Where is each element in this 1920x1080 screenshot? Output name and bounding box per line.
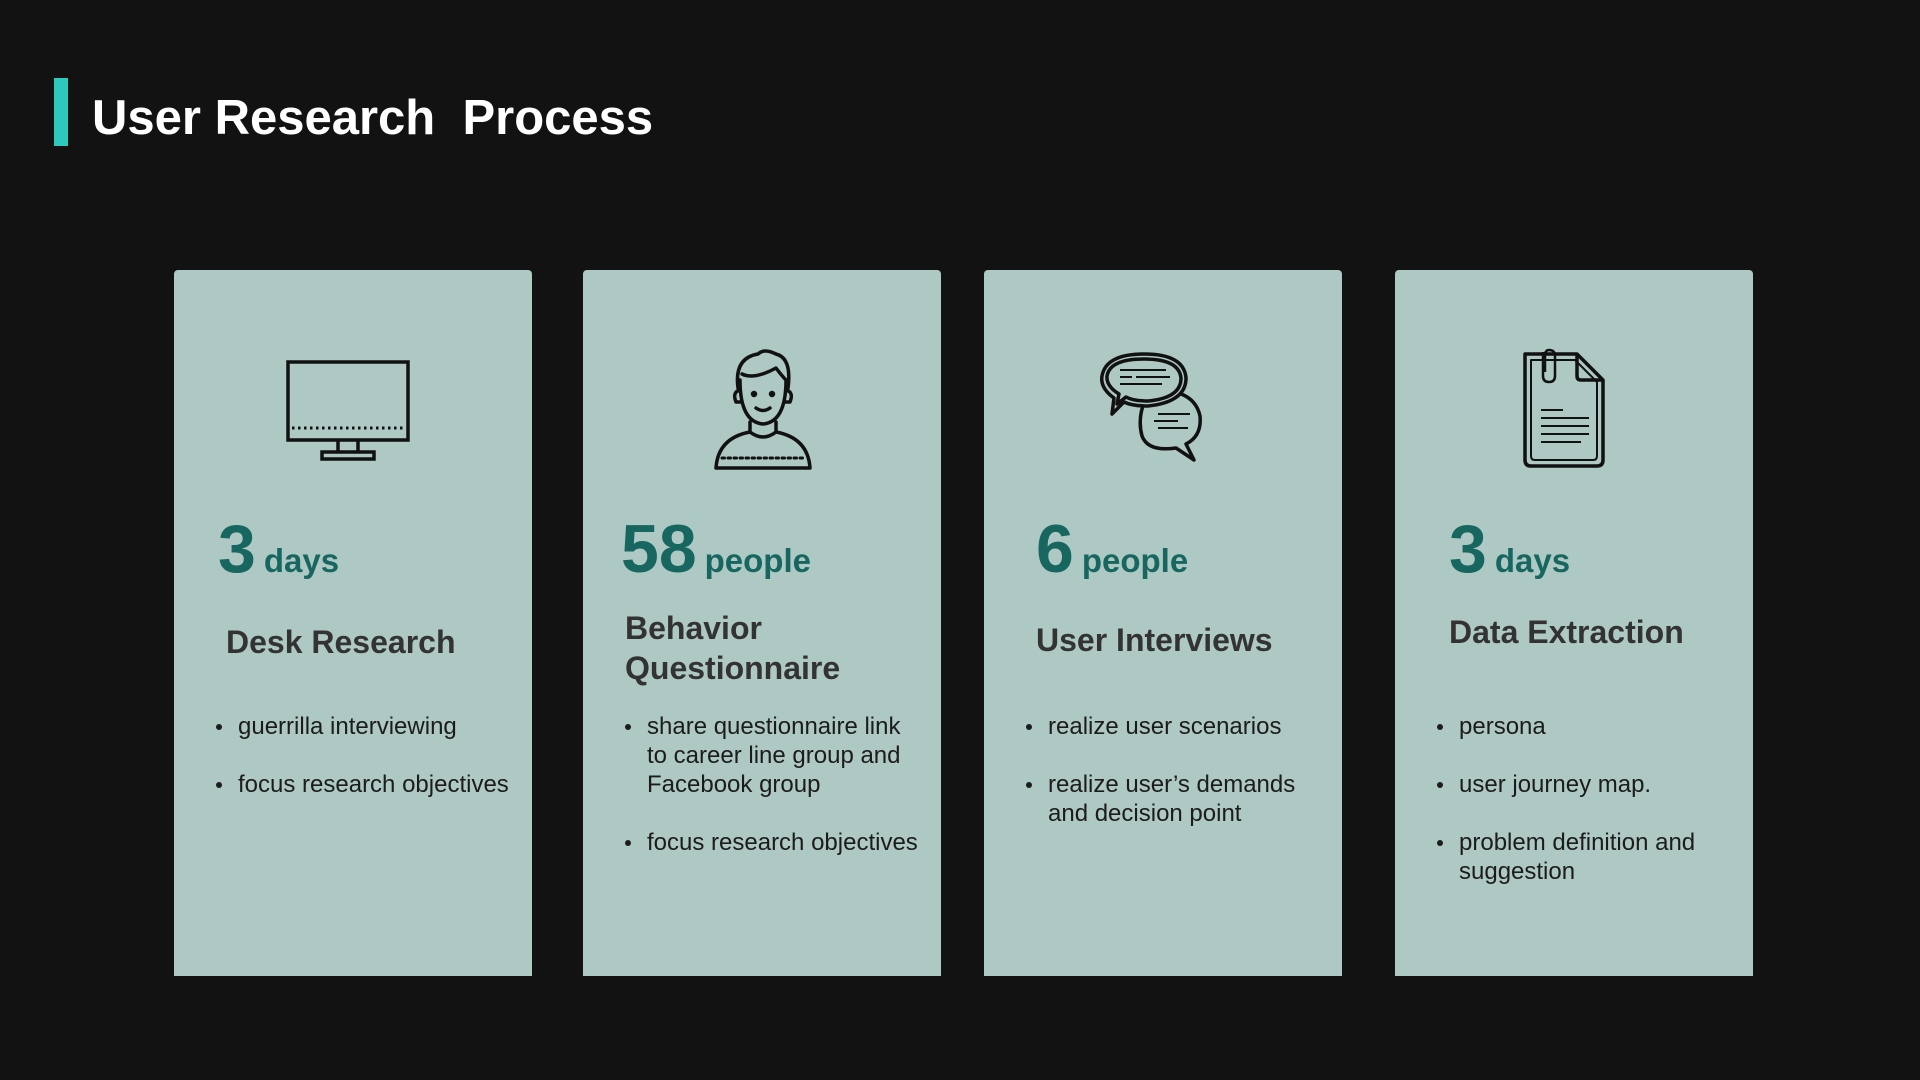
bullet-list: realize user scenarios realize user’s de…	[1026, 712, 1332, 857]
monitor-icon	[278, 340, 418, 470]
person-icon	[692, 340, 832, 470]
card-title: Data Extraction	[1449, 614, 1684, 650]
document-icon	[1491, 340, 1631, 470]
card-title: User Interviews	[1036, 622, 1273, 658]
stat-number: 3	[218, 511, 256, 587]
stat-unit: days	[263, 542, 340, 579]
list-item: persona	[1437, 712, 1743, 741]
card-desk-research: 3 days Desk Research guerrilla interviewi…	[174, 270, 532, 976]
card-user-interviews: 6 people User Interviews realize user sce…	[984, 270, 1342, 976]
list-item: share questionnaire link to career line …	[625, 712, 925, 799]
bullet-list: guerrilla interviewing focus research ob…	[216, 712, 516, 828]
card-title: Desk Research	[226, 624, 456, 660]
list-item: user journey map.	[1437, 770, 1743, 799]
card-title: Behavior Questionnaire	[625, 610, 841, 686]
stat-unit: people	[704, 542, 811, 579]
stat-number: 3	[1449, 511, 1487, 587]
stat-number: 6	[1036, 511, 1074, 587]
list-item: realize user scenarios	[1026, 712, 1332, 741]
stat-number: 58	[621, 511, 697, 587]
page-title: User Research Process	[92, 91, 654, 145]
list-item: focus research objectives	[216, 770, 516, 799]
chat-bubbles-icon	[1092, 340, 1232, 470]
list-item: realize user’s demands and decision poin…	[1026, 770, 1332, 828]
stat: 6 people	[1036, 515, 1188, 583]
card-behavior-questionnaire: 58 people Behavior Questionnaire share qu…	[583, 270, 941, 976]
list-item: guerrilla interviewing	[216, 712, 516, 741]
title-accent-bar	[54, 78, 68, 146]
bullet-list: persona user journey map. problem defini…	[1437, 712, 1743, 915]
stat: 3 days	[218, 515, 339, 583]
card-data-extraction: 3 days Data Extraction persona user journ…	[1395, 270, 1753, 976]
bullet-list: share questionnaire link to career line …	[625, 712, 925, 886]
stat: 58 people	[621, 515, 811, 583]
list-item: focus research objectives	[625, 828, 925, 857]
stat: 3 days	[1449, 515, 1570, 583]
list-item: problem definition and suggestion	[1437, 828, 1743, 886]
stat-unit: people	[1081, 542, 1189, 579]
stat-unit: days	[1494, 542, 1571, 579]
